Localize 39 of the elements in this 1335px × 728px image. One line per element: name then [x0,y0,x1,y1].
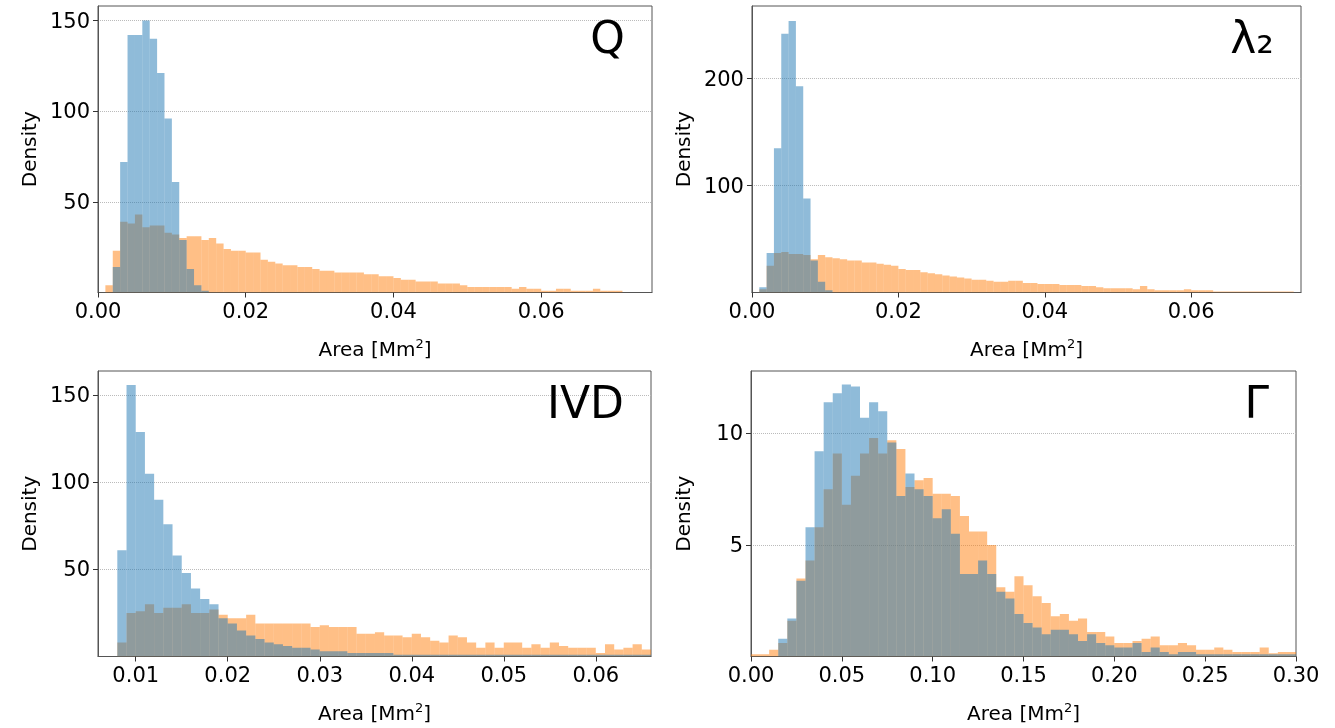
y-tick-label: 200 [703,66,744,91]
y-tick-label: 100 [49,470,90,495]
x-tick-label: 0.00 [74,299,122,323]
y-axis-title: Density [671,111,695,188]
y-tick-label: 100 [703,173,744,198]
x-tick-label: 0.02 [204,663,252,687]
x-tick-label: 0.25 [1181,663,1229,687]
x-tick-label: 0.30 [1272,663,1320,687]
x-tick-label: 0.02 [222,299,270,323]
y-tick-label: 50 [63,557,90,582]
y-tick-label: 150 [49,383,90,408]
y-tick-label: 50 [63,189,90,214]
x-tick-label: 0.06 [1167,299,1215,323]
x-tick-label: 0.10 [909,663,957,687]
x-tick-label: 0.06 [572,663,620,687]
x-tick-label: 0.02 [875,299,922,323]
y-axis-title: Density [671,475,695,552]
x-tick-label: 0.00 [727,663,775,687]
y-tick-label: 100 [49,99,90,124]
x-tick-label: 0.04 [388,663,436,687]
y-axis-title: Density [17,111,42,188]
y-axis-title: Density [17,475,42,552]
x-tick-label: 0.00 [728,299,776,323]
y-tick-label: 5 [729,532,743,557]
chart-title: Q [590,11,626,63]
x-tick-label: 0.05 [818,663,866,687]
x-tick-label: 0.15 [1000,663,1047,687]
x-tick-label: 0.03 [296,663,344,687]
x-tick-label: 0.05 [480,663,528,687]
chart-title: λ₂ [1230,11,1275,63]
x-tick-label: 0.20 [1090,663,1138,687]
x-tick-label: 0.04 [1021,299,1069,323]
chart-title: Γ [1244,376,1270,428]
y-tick-label: 150 [49,8,90,33]
x-tick-label: 0.01 [112,663,160,687]
chart-title: IVD [547,376,625,428]
x-tick-label: 0.04 [370,299,417,323]
y-tick-label: 10 [716,421,743,446]
x-tick-label: 0.06 [517,299,565,323]
